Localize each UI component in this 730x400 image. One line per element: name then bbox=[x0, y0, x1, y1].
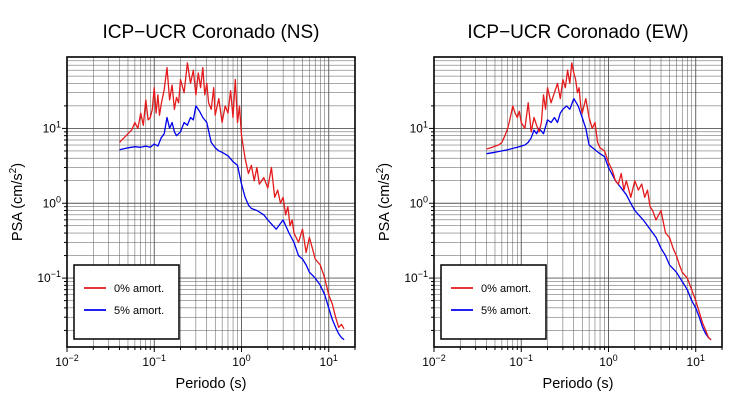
x-tick-label: 10−2 bbox=[55, 353, 79, 369]
plot-frame bbox=[433, 56, 723, 348]
x-tick-label: 100 bbox=[232, 353, 250, 369]
x-tick-label: 101 bbox=[320, 353, 338, 369]
y-tick-label: 100 bbox=[43, 194, 61, 210]
legend-label: 0% amort. bbox=[481, 283, 531, 295]
x-axis-label: Periodo (s) bbox=[176, 376, 247, 392]
legend-label: 0% amort. bbox=[114, 283, 164, 295]
y-tick-label: 101 bbox=[410, 119, 428, 135]
x-tick-label: 10−2 bbox=[422, 353, 446, 369]
y-axis-label: PSA (cm/s2) bbox=[8, 163, 26, 241]
legend: 0% amort. 5% amort. bbox=[73, 264, 180, 340]
y-tick-label: 10−1 bbox=[404, 269, 428, 285]
legend-label: 5% amort. bbox=[481, 305, 531, 317]
chart-panel-ew: 10−2 10−1 100 101 10−1 100 101 ICP−UCR Coronado… bbox=[375, 22, 723, 392]
y-tick-label: 100 bbox=[410, 194, 428, 210]
y-tick-label: 101 bbox=[43, 119, 61, 135]
chart-panel-ns: 10−2 10−1 100 101 10−1 100 101 ICP−UCR Coronado… bbox=[8, 22, 356, 392]
series-line-0pct bbox=[119, 62, 345, 330]
x-axis-label: Periodo (s) bbox=[543, 376, 614, 392]
chart-title: ICP−UCR Coronado (NS) bbox=[103, 22, 320, 43]
legend-label: 5% amort. bbox=[114, 305, 164, 317]
legend-box bbox=[73, 264, 180, 340]
y-tick-label: 10−1 bbox=[37, 269, 61, 285]
series-line-5pct bbox=[119, 105, 345, 341]
x-tick-label: 100 bbox=[599, 353, 617, 369]
plot-frame bbox=[66, 56, 356, 348]
tick-marks bbox=[62, 105, 356, 352]
y-axis-label: PSA (cm/s2) bbox=[375, 163, 393, 241]
series-line-5pct bbox=[486, 97, 712, 341]
tick-marks bbox=[429, 105, 723, 352]
x-tick-label: 10−1 bbox=[142, 353, 166, 369]
x-tick-label: 101 bbox=[687, 353, 705, 369]
x-tick-label: 10−1 bbox=[509, 353, 533, 369]
legend-box bbox=[440, 264, 547, 340]
chart-title: ICP−UCR Coronado (EW) bbox=[467, 22, 688, 43]
legend: 0% amort. 5% amort. bbox=[440, 264, 547, 340]
series-line-0pct bbox=[486, 62, 712, 341]
